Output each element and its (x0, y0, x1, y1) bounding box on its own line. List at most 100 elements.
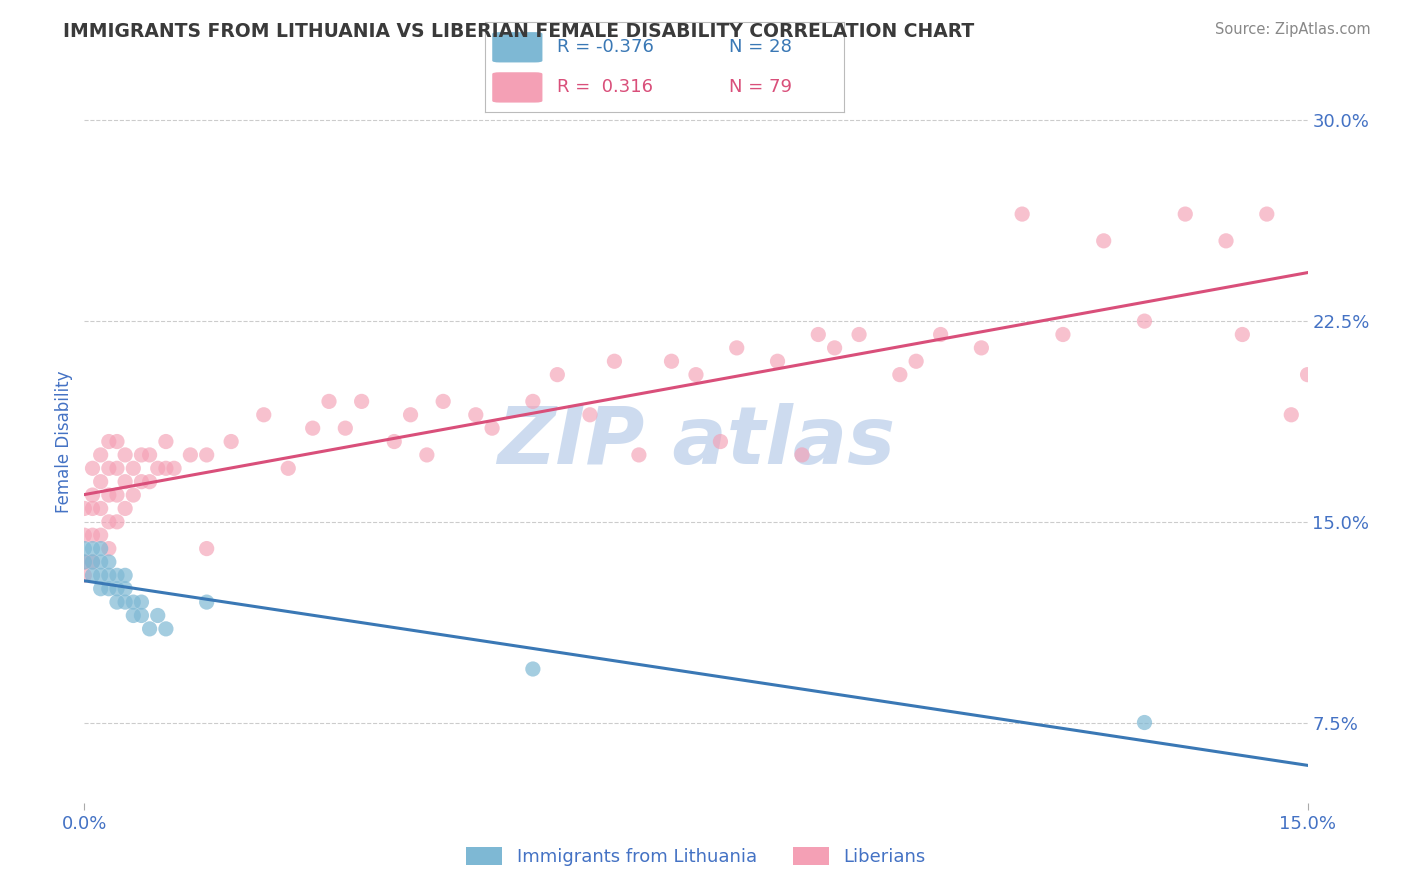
Text: IMMIGRANTS FROM LITHUANIA VS LIBERIAN FEMALE DISABILITY CORRELATION CHART: IMMIGRANTS FROM LITHUANIA VS LIBERIAN FE… (63, 22, 974, 41)
Point (1092, 234, 1115, 248)
Point (131, 475, 153, 489)
Point (277, 461, 299, 475)
Point (725, 341, 748, 355)
Point (97, 541, 120, 556)
FancyBboxPatch shape (492, 72, 543, 103)
Point (1296, 368, 1319, 382)
Point (131, 608, 153, 623)
Point (970, 341, 993, 355)
Point (179, 448, 201, 462)
Point (1133, 715, 1156, 730)
Point (382, 434, 405, 449)
Y-axis label: Female Disability: Female Disability (55, 370, 73, 513)
Point (131, 448, 153, 462)
Point (481, 421, 503, 435)
Point (73, 555, 96, 569)
Point (97, 568, 120, 582)
Point (1232, 327, 1254, 342)
Point (82, 555, 104, 569)
Point (82, 568, 104, 582)
Point (131, 595, 153, 609)
Point (1256, 207, 1278, 221)
Point (105, 488, 128, 502)
Point (929, 327, 952, 342)
Text: Source: ZipAtlas.com: Source: ZipAtlas.com (1215, 22, 1371, 37)
Point (889, 368, 911, 382)
Point (97, 582, 120, 596)
FancyBboxPatch shape (492, 32, 543, 62)
Point (122, 608, 145, 623)
Point (195, 448, 218, 462)
Point (155, 461, 177, 475)
Point (399, 408, 422, 422)
Point (97, 434, 120, 449)
Point (301, 421, 323, 435)
Point (97, 461, 120, 475)
Point (73, 555, 96, 569)
Point (82, 488, 104, 502)
Point (146, 608, 169, 623)
Point (195, 595, 218, 609)
Point (105, 582, 128, 596)
Point (73, 541, 96, 556)
Point (335, 421, 357, 435)
Point (138, 622, 160, 636)
Point (82, 501, 104, 516)
Point (90, 501, 112, 516)
Point (464, 408, 486, 422)
Point (73, 528, 96, 542)
Point (122, 461, 145, 475)
Point (105, 515, 128, 529)
Point (90, 475, 112, 489)
Point (195, 541, 218, 556)
Point (579, 408, 602, 422)
Text: R = -0.376: R = -0.376 (557, 38, 654, 56)
Text: ZIP atlas: ZIP atlas (496, 402, 896, 481)
Point (546, 368, 568, 382)
Point (97, 488, 120, 502)
Point (1174, 207, 1197, 221)
Point (1133, 314, 1156, 328)
Point (114, 475, 136, 489)
Point (122, 488, 145, 502)
Point (790, 448, 813, 462)
Point (105, 568, 128, 582)
Point (90, 555, 112, 569)
Point (253, 408, 276, 422)
Point (432, 394, 454, 409)
Point (1052, 327, 1074, 342)
Point (146, 461, 169, 475)
Point (824, 341, 846, 355)
Point (82, 528, 104, 542)
Point (122, 595, 145, 609)
Point (350, 394, 373, 409)
Point (807, 327, 830, 342)
Point (114, 448, 136, 462)
Point (661, 354, 683, 368)
Point (97, 515, 120, 529)
Point (155, 434, 177, 449)
Point (97, 555, 120, 569)
Point (73, 501, 96, 516)
Point (318, 394, 340, 409)
Point (163, 461, 186, 475)
Point (685, 368, 707, 382)
Legend: Immigrants from Lithuania, Liberians: Immigrants from Lithuania, Liberians (458, 839, 934, 873)
Point (90, 541, 112, 556)
Point (905, 354, 928, 368)
Point (138, 448, 160, 462)
Point (105, 461, 128, 475)
Point (114, 568, 136, 582)
Point (603, 354, 626, 368)
Point (82, 541, 104, 556)
Point (138, 475, 160, 489)
Point (1279, 408, 1302, 422)
Point (627, 448, 650, 462)
Point (522, 394, 544, 409)
Point (90, 582, 112, 596)
Point (522, 662, 544, 676)
Point (73, 568, 96, 582)
Point (219, 434, 242, 449)
Point (82, 555, 104, 569)
Point (155, 622, 177, 636)
